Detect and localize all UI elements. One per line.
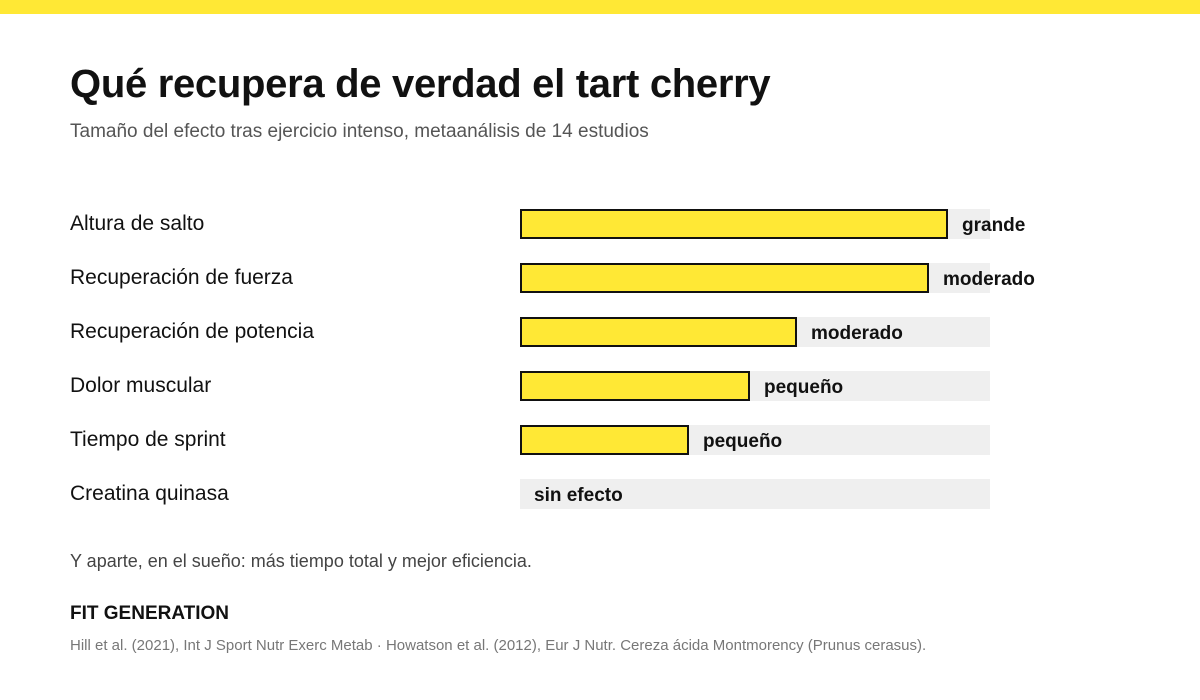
effect-bar: [520, 317, 797, 347]
effect-bar: [520, 425, 689, 455]
chart-title: Qué recupera de verdad el tart cherry: [70, 62, 771, 106]
sources-note: Hill et al. (2021), Int J Sport Nutr Exe…: [70, 637, 927, 654]
effect-size-label: pequeño: [703, 431, 783, 452]
bar-track: [520, 479, 990, 509]
effect-bar: [520, 209, 948, 239]
category-label: Recuperación de potencia: [70, 320, 315, 343]
effect-size-label: sin efecto: [534, 485, 623, 506]
effect-size-label: moderado: [943, 269, 1035, 290]
effect-bar: [520, 371, 750, 401]
footnote: Y aparte, en el sueño: más tiempo total …: [70, 551, 532, 571]
category-label: Tiempo de sprint: [70, 428, 226, 451]
effect-size-label: moderado: [811, 323, 903, 344]
top-accent-bar: [0, 0, 1200, 14]
chart-subtitle: Tamaño del efecto tras ejercicio intenso…: [70, 121, 649, 142]
effect-size-label: grande: [962, 215, 1026, 236]
category-label: Altura de salto: [70, 212, 205, 235]
category-label: Creatina quinasa: [70, 482, 229, 505]
brand-name: FIT GENERATION: [70, 603, 230, 624]
effect-size-label: pequeño: [764, 377, 844, 398]
category-label: Recuperación de fuerza: [70, 266, 293, 289]
effect-bar: [520, 263, 929, 293]
category-label: Dolor muscular: [70, 374, 212, 397]
